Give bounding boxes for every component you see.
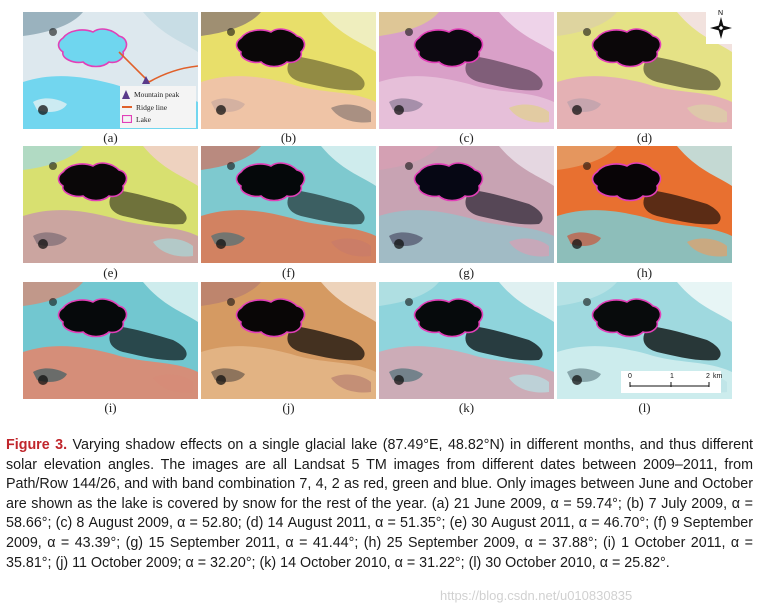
panel-label: (d): [636, 130, 653, 145]
satellite-panel: [379, 146, 554, 263]
panel-label: (b): [280, 130, 297, 145]
panel-label: (h): [636, 265, 653, 280]
satellite-image: [379, 282, 554, 399]
satellite-panel: [557, 282, 732, 399]
legend-row-ridge: Ridge line: [122, 102, 167, 112]
mountain-peak-icon: [122, 89, 130, 99]
watermark: https://blog.csdn.net/u010830835: [440, 588, 633, 603]
panel-label: (f): [282, 265, 295, 280]
legend-ridge-label: Ridge line: [136, 102, 168, 112]
satellite-panel: [557, 12, 732, 129]
panel-label: (e): [103, 265, 118, 280]
satellite-panel: [379, 282, 554, 399]
panel-label: (i): [104, 400, 117, 415]
panel-label: (l): [638, 400, 651, 415]
panel-label: (k): [458, 400, 475, 415]
north-label: N: [718, 10, 724, 17]
figure-label: Figure 3.: [6, 437, 68, 453]
satellite-image: [379, 12, 554, 129]
satellite-image: [557, 282, 732, 399]
satellite-image: [201, 12, 376, 129]
satellite-panel: [201, 146, 376, 263]
scale-bar-graphic: [629, 382, 710, 387]
legend-lake-label: Lake: [136, 114, 151, 124]
scale-tick-2: 2: [706, 373, 710, 380]
legend-peak-label: Mountain peak: [134, 89, 180, 99]
satellite-panel: [379, 12, 554, 129]
lake-outline-icon: [122, 115, 132, 123]
satellite-image: [557, 12, 732, 129]
panel-label: (c): [459, 130, 474, 145]
satellite-image: [557, 146, 732, 263]
north-arrow: N: [706, 10, 736, 44]
satellite-panel: [201, 12, 376, 129]
scale-unit: km: [713, 373, 723, 380]
scale-tick-1: 1: [670, 373, 674, 380]
satellite-panel: [201, 282, 376, 399]
satellite-panel: [23, 146, 198, 263]
legend-row-lake: Lake: [122, 114, 151, 124]
legend-row-peak: Mountain peak: [122, 89, 179, 99]
ridge-line-icon: [122, 106, 132, 108]
satellite-image: [379, 146, 554, 263]
satellite-panel: [557, 146, 732, 263]
caption-text: Varying shadow effects on a single glaci…: [6, 437, 753, 571]
scale-tick-0: 0: [628, 373, 632, 380]
panel-label: (a): [103, 130, 118, 145]
satellite-image: [23, 146, 198, 263]
satellite-image: [23, 282, 198, 399]
satellite-image: [201, 146, 376, 263]
scale-bar: 0 1 2 km: [621, 371, 723, 393]
satellite-panel: [23, 282, 198, 399]
panel-label: (g): [458, 265, 475, 280]
compass-icon: [710, 17, 732, 39]
panel-label: (j): [282, 400, 295, 415]
satellite-image: [201, 282, 376, 399]
figure-caption: Figure 3. Varying shadow effects on a si…: [6, 436, 753, 573]
map-legend: Mountain peak Ridge line Lake: [120, 86, 196, 128]
